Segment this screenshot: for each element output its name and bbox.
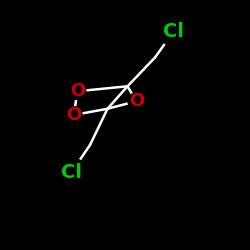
Circle shape xyxy=(69,83,86,100)
Circle shape xyxy=(159,16,189,46)
Text: O: O xyxy=(66,106,82,124)
Text: O: O xyxy=(128,92,144,110)
Text: Cl: Cl xyxy=(163,22,184,41)
Text: Cl: Cl xyxy=(61,163,82,182)
Circle shape xyxy=(66,107,82,123)
Text: O: O xyxy=(70,82,85,100)
Circle shape xyxy=(56,158,86,188)
Circle shape xyxy=(128,93,144,110)
